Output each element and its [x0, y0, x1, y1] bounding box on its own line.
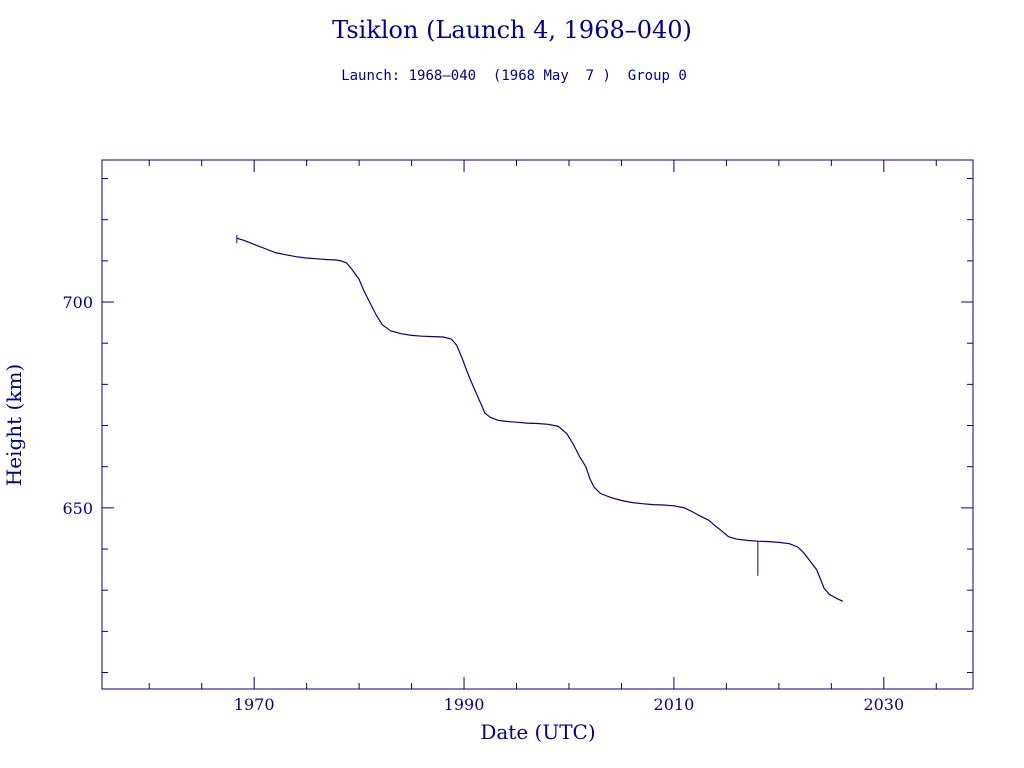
x-tick-label: 1970 — [234, 695, 275, 714]
series-line — [236, 237, 844, 602]
y-tick-label: 650 — [62, 499, 93, 518]
y-tick-label: 700 — [62, 293, 93, 312]
x-tick-label: 1990 — [444, 695, 485, 714]
y-axis-label: Height (km) — [2, 364, 26, 486]
axis-ticks — [102, 160, 973, 689]
plot-frame — [101, 159, 974, 690]
y-tick-labels: 700 650 — [62, 293, 93, 518]
x-tick-label: 2030 — [863, 695, 904, 714]
series-line-group — [236, 234, 844, 602]
chart-title: Tsiklon (Launch 4, 1968–040) — [332, 16, 692, 44]
x-tick-label: 2010 — [654, 695, 695, 714]
chart-subtitle: Launch: 1968–040 (1968 May 7 ) Group 0 — [341, 68, 687, 84]
x-axis-label: Date (UTC) — [480, 720, 595, 744]
x-tick-labels: 1970 1990 2010 2030 — [234, 695, 904, 714]
